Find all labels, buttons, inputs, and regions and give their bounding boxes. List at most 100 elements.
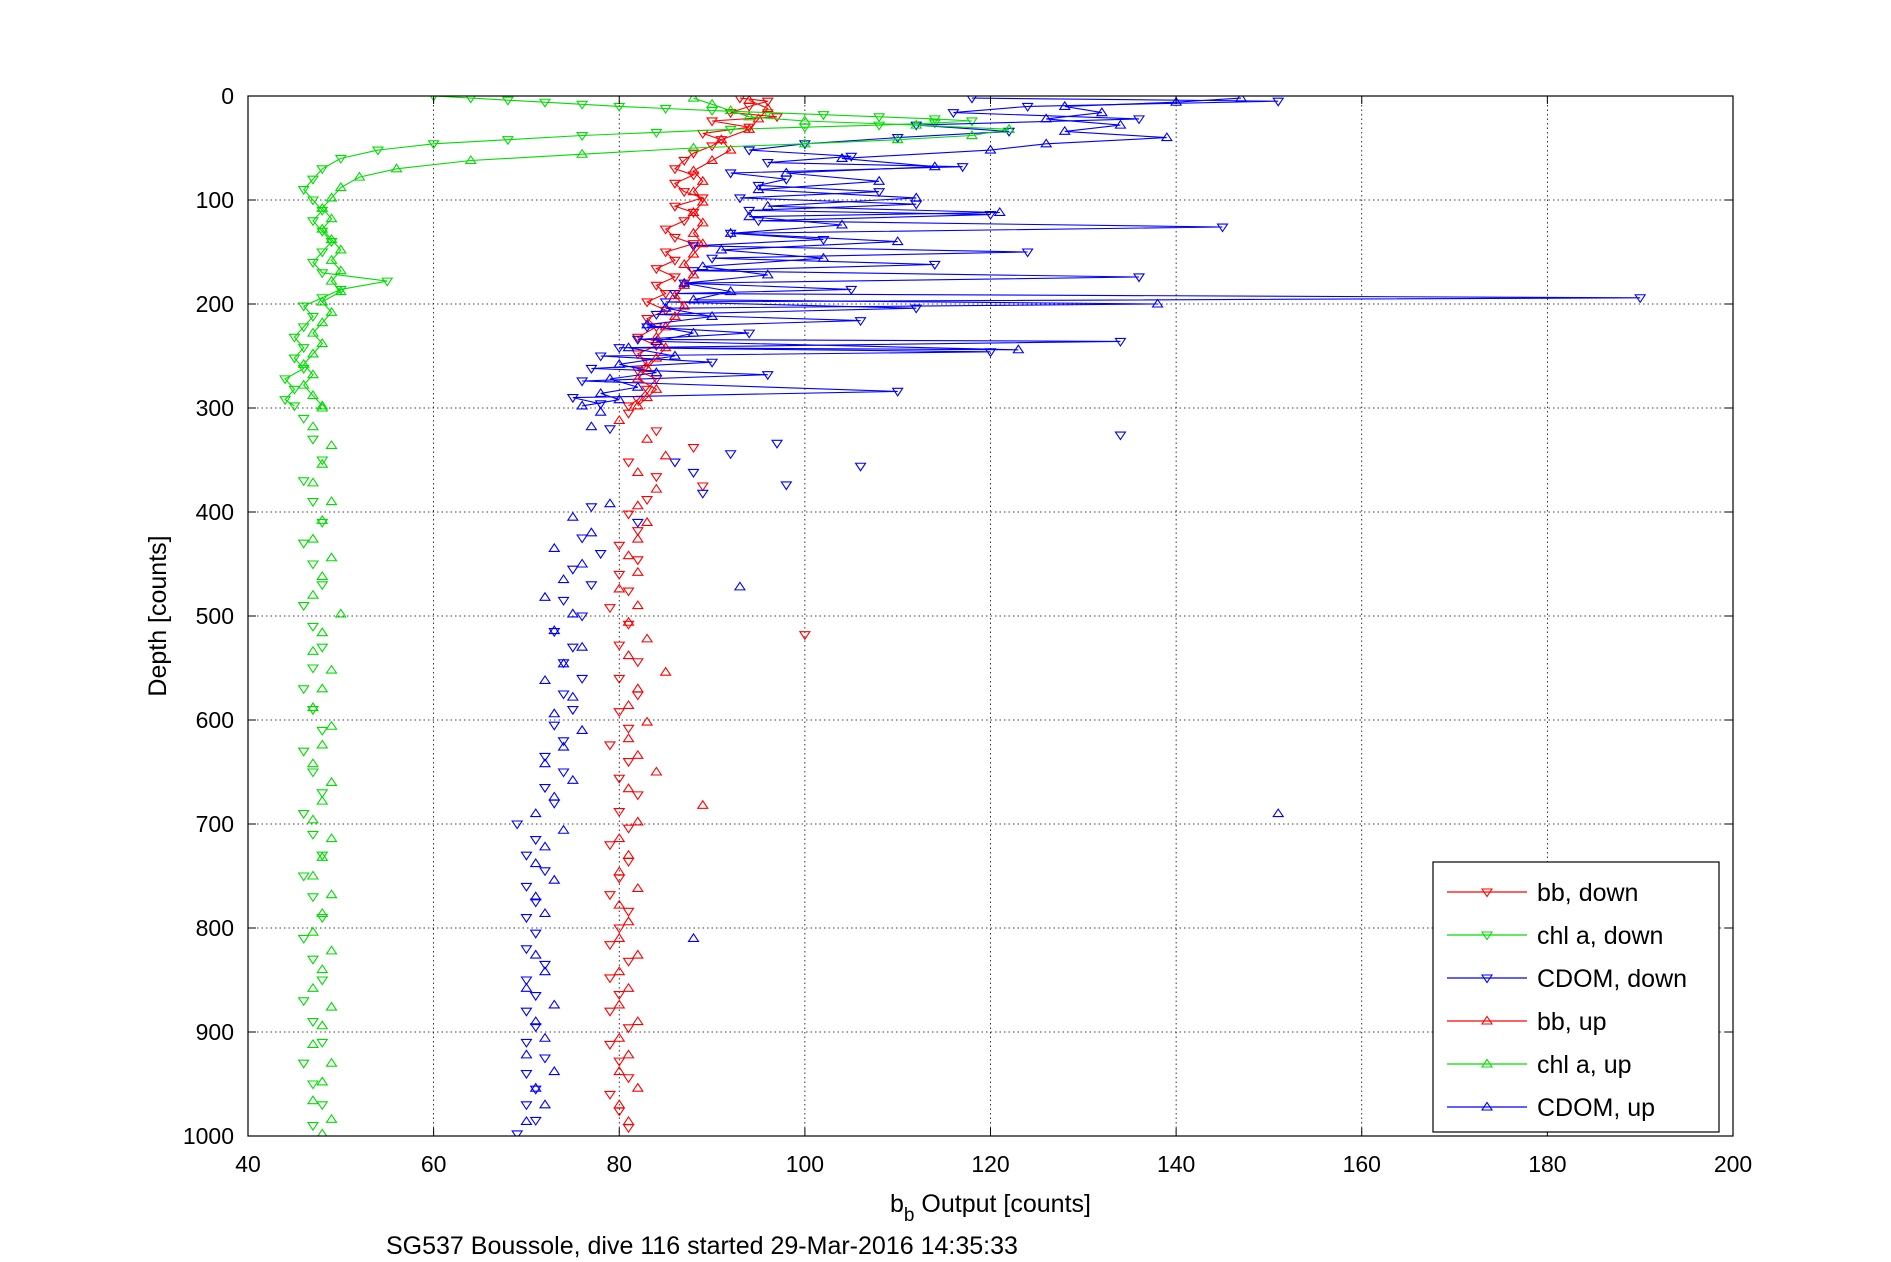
data-point [743,123,756,133]
data-point [511,1130,524,1136]
data-point [659,321,672,331]
data-point [613,674,626,684]
data-point [696,238,709,248]
data-point [316,223,329,233]
data-point [520,1049,533,1059]
data-point [631,1016,644,1026]
data-point [316,795,329,805]
data-point [928,119,941,129]
data-point [622,724,635,734]
data-point [678,300,691,310]
data-point [687,208,700,218]
data-point [325,306,338,316]
data-point [706,154,719,165]
data-point [520,945,533,955]
x-axis-label-main: b [890,1190,904,1218]
data-point [576,641,589,651]
data-point [316,1101,329,1111]
data-point [306,955,319,965]
data-point [613,1057,626,1067]
data-point [696,799,709,809]
data-point [288,333,301,343]
x-axis-label: bb Output [counts] [890,1190,1091,1226]
y-tick-label: 400 [196,499,234,525]
data-point [306,814,319,824]
data-point [306,477,319,487]
data-point [761,269,774,279]
data-point [715,136,728,146]
data-point [576,534,589,544]
data-point [594,387,607,397]
x-tick-label: 40 [235,1151,261,1177]
data-point [316,202,329,212]
data-point [1040,138,1053,148]
data-point [687,149,700,159]
data-point [622,907,635,917]
data-point [557,741,570,751]
data-point [316,248,329,258]
data-point [603,1007,616,1017]
data-point [622,982,635,992]
data-point [854,462,867,472]
data-point [316,627,329,637]
data-point [668,290,681,300]
data-point [891,236,904,246]
data-point [854,317,867,327]
legend-item: chl a, up [1447,1051,1632,1079]
data-point [752,184,765,194]
legend-marker [1480,888,1494,898]
series-chl-a-up [297,96,1016,410]
data-point [594,406,607,416]
data-point [576,100,589,110]
data-point [529,1085,542,1095]
data-point [548,542,561,552]
data-point [873,121,886,131]
data-point [297,539,310,549]
data-point [594,400,607,410]
data-point [566,643,579,653]
data-point [306,926,319,936]
data-point [984,144,997,154]
data-point [696,482,709,492]
data-point [538,841,552,851]
data-point [603,841,616,851]
data-point [1003,123,1016,133]
data-point [724,229,737,239]
data-point [631,333,644,343]
data-point [835,152,849,162]
data-point [576,558,589,568]
series-cdom-up [576,96,1248,410]
data-point [316,739,329,749]
data-point [743,211,756,221]
data-point [761,200,774,210]
data-point [687,248,700,258]
data-point [817,235,830,246]
data-point [650,367,663,377]
data-point [325,1001,338,1011]
data-point [631,882,644,893]
data-point [687,932,700,942]
data-point [696,196,709,206]
data-point [650,473,663,483]
data-point [631,683,644,693]
data-point [325,1057,338,1067]
data-point [306,589,319,599]
data-point [687,269,700,279]
data-point [715,134,728,144]
data-point [668,202,681,212]
data-point [613,344,626,354]
data-point [706,98,719,108]
data-point [668,458,681,468]
data-point [687,227,700,237]
data-point [334,182,347,192]
data-point [306,830,319,840]
data-point [631,791,644,801]
data-point [956,163,969,173]
data-point [613,966,626,976]
data-point [306,1095,319,1105]
data-point [297,602,310,612]
data-point [641,516,654,526]
data-point [641,385,654,395]
data-point [687,165,700,175]
data-point [873,188,886,198]
